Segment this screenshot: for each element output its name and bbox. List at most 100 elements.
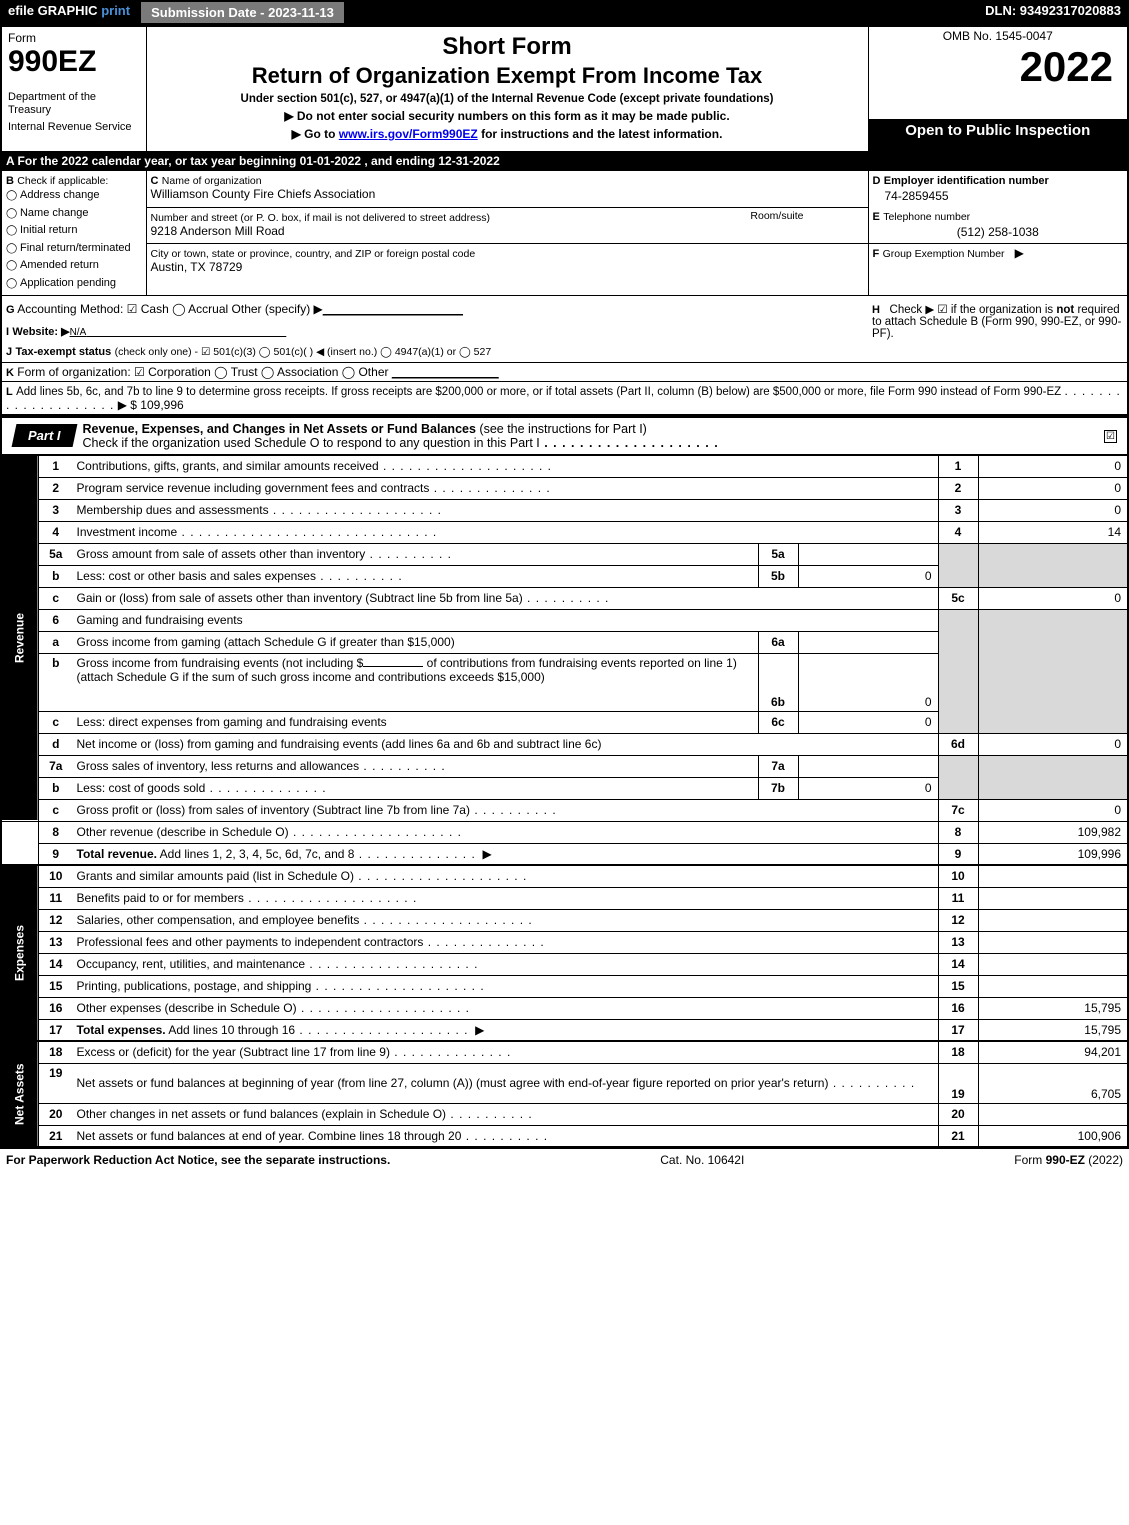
l5b-desc: Less: cost or other basis and sales expe…	[73, 565, 759, 587]
section-b: B Check if applicable: Address change Na…	[1, 171, 146, 296]
l13-amt	[978, 931, 1128, 953]
cb-final-return[interactable]: Final return/terminated	[6, 240, 142, 258]
l-arrow: ▶ $	[118, 398, 137, 412]
l9-num: 9	[39, 843, 73, 865]
l5a-subval	[798, 543, 938, 565]
g-line[interactable]: _____________________	[323, 302, 463, 316]
k-line[interactable]: ________________	[392, 365, 499, 379]
section-c-address: Number and street (or P. O. box, if mail…	[146, 207, 868, 244]
dept-irs: Internal Revenue Service	[8, 121, 140, 134]
l14-num: 14	[39, 953, 73, 975]
l13-num: 13	[39, 931, 73, 953]
l5ab-shade2	[978, 543, 1128, 587]
l3-amt: 0	[978, 499, 1128, 521]
l1-ln: 1	[938, 455, 978, 477]
l6c-sub: 6c	[758, 711, 798, 733]
part1-header: Part I Revenue, Expenses, and Changes in…	[0, 416, 1129, 455]
instruction-1: ▶ Do not enter social security numbers o…	[153, 109, 862, 123]
form-table: Form 990EZ Department of the Treasury In…	[0, 25, 1129, 416]
l12-num: 12	[39, 909, 73, 931]
l7b-num: b	[39, 777, 73, 799]
sidebar-expenses: Expenses	[1, 865, 39, 1041]
j-sub: (check only one) - ☑ 501(c)(3) ◯ 501(c)(…	[115, 346, 492, 358]
l5ab-shade1	[938, 543, 978, 587]
l7c-ln: 7c	[938, 799, 978, 821]
print-link[interactable]: print	[101, 3, 130, 18]
l13-desc: Professional fees and other payments to …	[73, 931, 939, 953]
l3-ln: 3	[938, 499, 978, 521]
l6d-ln: 6d	[938, 733, 978, 755]
l19-amt: 6,705	[978, 1063, 1128, 1103]
l5a-desc: Gross amount from sale of assets other t…	[73, 543, 759, 565]
l7b-desc: Less: cost of goods sold	[73, 777, 759, 799]
part1-title-paren: (see the instructions for Part I)	[476, 422, 647, 436]
l18-amt: 94,201	[978, 1041, 1128, 1063]
cb-initial-return[interactable]: Initial return	[6, 222, 142, 240]
l7c-desc: Gross profit or (loss) from sales of inv…	[73, 799, 939, 821]
l6a-subval	[798, 631, 938, 653]
l3-desc: Membership dues and assessments	[73, 499, 939, 521]
l17-amt: 15,795	[978, 1019, 1128, 1041]
section-c-city: City or town, state or province, country…	[146, 244, 868, 296]
section-k: K Form of organization: ☑ Corporation ◯ …	[1, 362, 1128, 381]
l6-num: 6	[39, 609, 73, 631]
l5a-sub: 5a	[758, 543, 798, 565]
l15-desc: Printing, publications, postage, and shi…	[73, 975, 939, 997]
g-text: Accounting Method: ☑ Cash ◯ Accrual Othe…	[17, 302, 323, 316]
l4-desc: Investment income	[73, 521, 939, 543]
c-label: C	[151, 175, 159, 187]
l14-ln: 14	[938, 953, 978, 975]
l5c-amt: 0	[978, 587, 1128, 609]
section-h: H Check ▶ ☑ if the organization is not r…	[868, 295, 1128, 362]
cb-address-change[interactable]: Address change	[6, 187, 142, 205]
f-group-label: Group Exemption Number	[883, 248, 1005, 260]
e-label: E	[873, 211, 880, 223]
l16-ln: 16	[938, 997, 978, 1019]
l21-desc: Net assets or fund balances at end of ye…	[73, 1125, 939, 1147]
l11-desc: Benefits paid to or for members	[73, 887, 939, 909]
l15-amt	[978, 975, 1128, 997]
tel-value: (512) 258-1038	[873, 223, 1124, 241]
title-cell: Short Form Return of Organization Exempt…	[146, 26, 868, 152]
d-label: D	[873, 175, 881, 187]
l19-ln: 19	[938, 1063, 978, 1103]
part1-tab: Part I	[12, 424, 77, 447]
l7-shade1	[938, 755, 978, 799]
l7b-subval: 0	[798, 777, 938, 799]
submission-date: Submission Date - 2023-11-13	[138, 0, 347, 25]
l3-num: 3	[39, 499, 73, 521]
l6-shade1	[938, 609, 978, 733]
l6c-desc: Less: direct expenses from gaming and fu…	[73, 711, 759, 733]
part1-checkbox[interactable]: ☑	[1094, 428, 1127, 442]
irs-link[interactable]: www.irs.gov/Form990EZ	[339, 127, 478, 141]
l20-amt	[978, 1103, 1128, 1125]
cb-application-pending[interactable]: Application pending	[6, 275, 142, 293]
l14-amt	[978, 953, 1128, 975]
lines-table: Revenue 1 Contributions, gifts, grants, …	[0, 455, 1129, 1149]
l15-num: 15	[39, 975, 73, 997]
l6a-num: a	[39, 631, 73, 653]
cb-name-change[interactable]: Name change	[6, 205, 142, 223]
footer-left: For Paperwork Reduction Act Notice, see …	[6, 1153, 390, 1167]
l10-desc: Grants and similar amounts paid (list in…	[73, 865, 939, 887]
section-d-e: D Employer identification number 74-2859…	[868, 171, 1128, 244]
l12-ln: 12	[938, 909, 978, 931]
cb-amended-return[interactable]: Amended return	[6, 257, 142, 275]
form-label: Form	[8, 31, 140, 45]
l1-num: 1	[39, 455, 73, 477]
c-addr-label: Number and street (or P. O. box, if mail…	[151, 212, 490, 224]
ein-value: 74-2859455	[873, 187, 1124, 209]
g-label: G	[6, 304, 15, 316]
check-icon: ☑	[1104, 430, 1117, 443]
b-check-if: Check if applicable:	[17, 175, 108, 187]
b-label: B	[6, 175, 14, 187]
top-bar: efile GRAPHIC print Submission Date - 20…	[0, 0, 1129, 25]
l20-num: 20	[39, 1103, 73, 1125]
l9-desc: Total revenue. Add lines 1, 2, 3, 4, 5c,…	[73, 843, 939, 865]
l6c-num: c	[39, 711, 73, 733]
l10-num: 10	[39, 865, 73, 887]
efile-graphic: GRAPHIC	[38, 3, 102, 18]
l8-desc: Other revenue (describe in Schedule O)	[73, 821, 939, 843]
open-to-public: Open to Public Inspection	[868, 120, 1128, 152]
l2-amt: 0	[978, 477, 1128, 499]
